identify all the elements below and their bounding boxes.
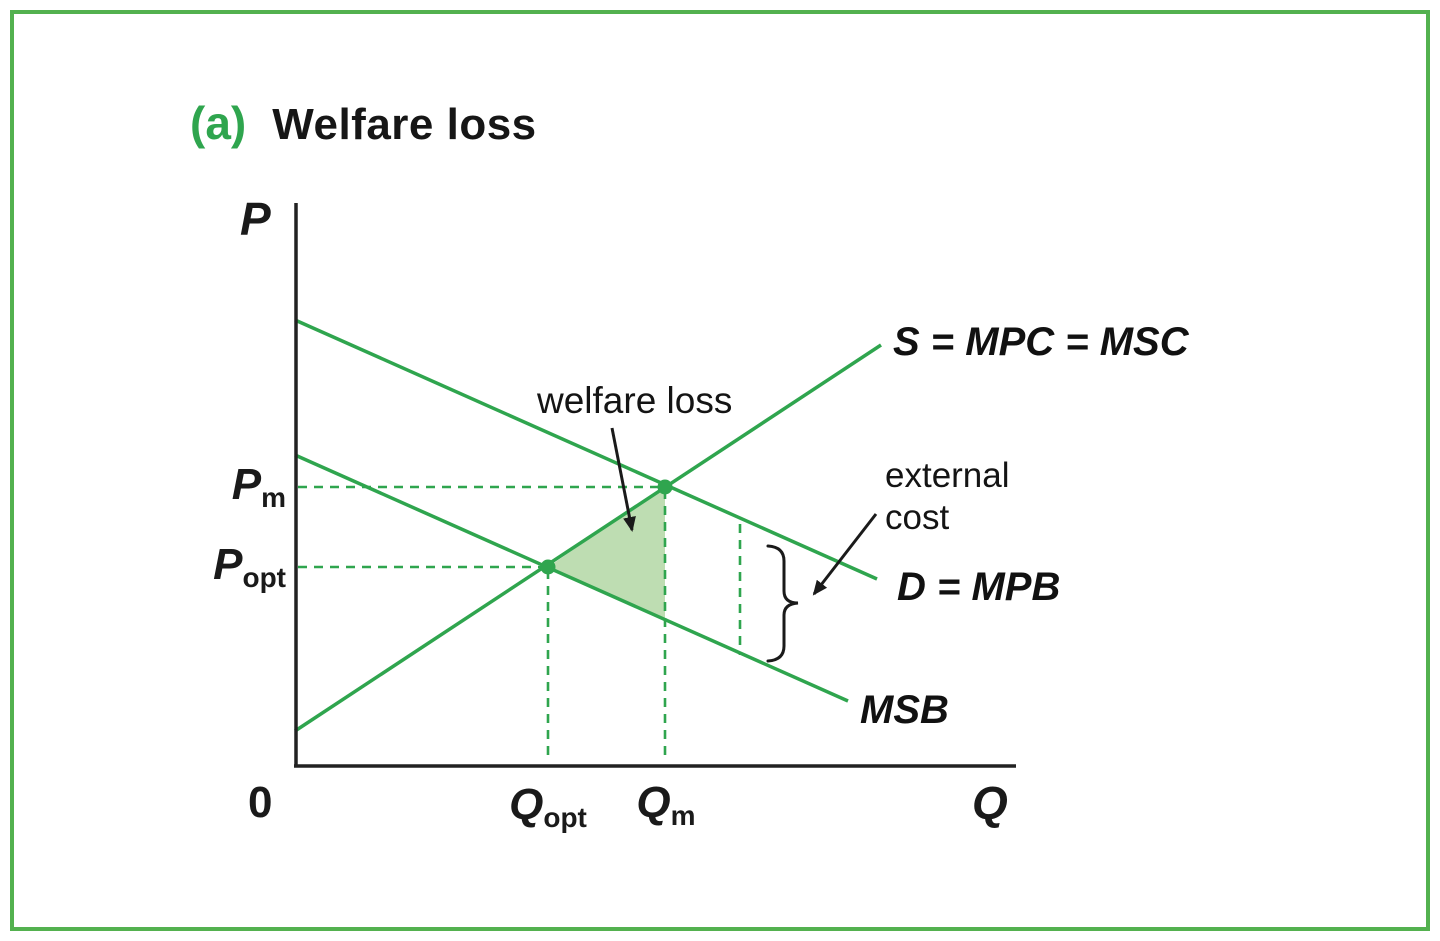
quantity-qm-base: Q bbox=[636, 778, 671, 827]
price-popt-base: P bbox=[213, 540, 243, 589]
origin-label: 0 bbox=[248, 778, 273, 827]
external-cost-arrow bbox=[812, 513, 878, 596]
figure-title-index: (a) bbox=[190, 97, 247, 149]
supply-line bbox=[294, 343, 882, 733]
social-optimum-point bbox=[540, 559, 556, 575]
msb-line bbox=[294, 453, 849, 703]
supply-line-label: S = MPC = MSC bbox=[893, 320, 1189, 364]
external-cost-annotation-line2: cost bbox=[885, 498, 950, 537]
external-cost-brace bbox=[766, 544, 799, 663]
external-cost-annotation: external cost bbox=[885, 455, 1010, 539]
price-pm-label: Pm bbox=[178, 460, 286, 514]
x-axis-label: Q bbox=[972, 777, 1008, 829]
market-equilibrium-point bbox=[657, 479, 673, 495]
welfare-loss-annotation: welfare loss bbox=[537, 380, 733, 421]
quantity-qopt-sub: opt bbox=[543, 802, 587, 833]
page-border-frame bbox=[10, 10, 1430, 931]
quantity-qopt-base: Q bbox=[509, 780, 544, 829]
msb-line-label: MSB bbox=[860, 688, 949, 732]
y-axis-label: P bbox=[240, 193, 271, 245]
welfare-loss-arrow bbox=[610, 427, 636, 532]
price-pm-sub: m bbox=[261, 482, 286, 513]
figure-title-text: Welfare loss bbox=[272, 100, 537, 149]
external-cost-annotation-line1: external bbox=[885, 456, 1010, 495]
demand-mpb-line bbox=[294, 318, 878, 581]
price-popt-sub: opt bbox=[242, 562, 286, 593]
quantity-qm-label: Qm bbox=[618, 778, 714, 832]
quantity-qm-sub: m bbox=[670, 800, 696, 831]
price-popt-label: Popt bbox=[158, 540, 286, 594]
quantity-qopt-label: Qopt bbox=[490, 780, 606, 834]
price-pm-base: P bbox=[231, 460, 262, 509]
figure-title: (a) Welfare loss bbox=[190, 96, 537, 150]
demand-mpb-line-label: D = MPB bbox=[897, 565, 1061, 609]
